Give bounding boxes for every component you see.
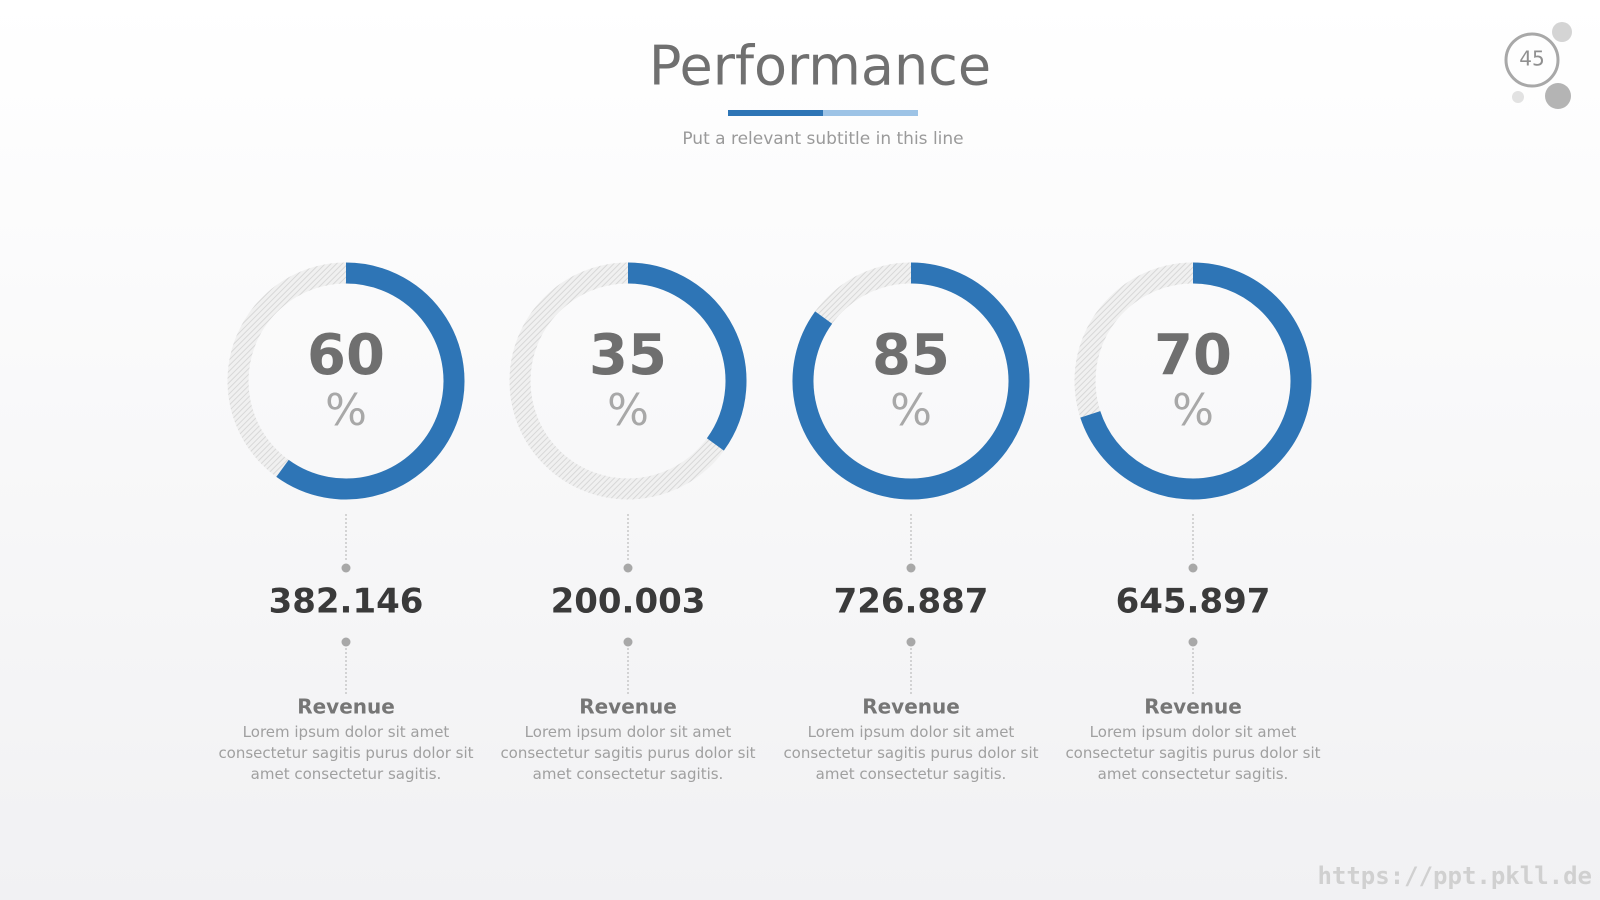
subtitle: Put a relevant subtitle in this line [682,129,963,149]
label: Revenue [862,695,960,719]
donut-unit: % [890,385,932,436]
decor-ball [1552,22,1572,42]
amount: 200.003 [551,582,706,622]
label: Revenue [579,695,677,719]
donut-arc [627,262,747,451]
donut-unit: % [607,385,649,436]
connector-dot [906,563,916,573]
title-underline [823,110,918,116]
connector-dot [623,563,633,573]
description: Lorem ipsum dolor sit amet consectetur s… [500,723,756,783]
description: Lorem ipsum dolor sit amet consectetur s… [218,723,474,783]
description: Lorem ipsum dolor sit amet consectetur s… [1065,723,1321,783]
title: Performance [649,35,991,98]
page-number: 45 [1519,47,1544,71]
donut-value: 60 [307,323,385,388]
donut-arc [276,262,465,500]
label: Revenue [1144,695,1242,719]
description: Lorem ipsum dolor sit amet consectetur s… [783,723,1039,783]
page-badge [1504,32,1560,88]
donut-unit: % [325,385,367,436]
amount: 645.897 [1116,582,1271,622]
decor-ball [1512,91,1524,103]
donut-arc [792,262,1030,500]
amount: 726.887 [834,582,989,622]
connector-dot [341,637,351,647]
donut-arc [1080,262,1312,500]
donut-unit: % [1172,385,1214,436]
donut-value: 70 [1154,323,1232,388]
donut-value: 35 [589,323,667,388]
decor-ball [1545,83,1571,109]
connector-dot [1188,563,1198,573]
connector-dot [906,637,916,647]
title-underline [728,110,823,116]
connector-dot [1188,637,1198,647]
watermark: https://ppt.pkll.de [1317,862,1592,890]
donut-value: 85 [872,323,950,388]
connector-dot [623,637,633,647]
connector-dot [341,563,351,573]
amount: 382.146 [269,582,424,622]
label: Revenue [297,695,395,719]
